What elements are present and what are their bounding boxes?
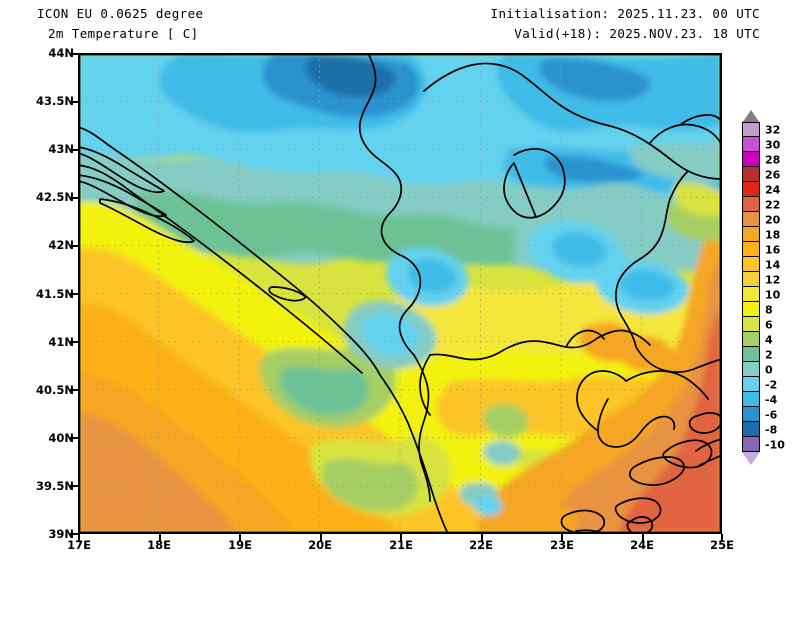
x-tick-mark bbox=[239, 534, 241, 542]
y-tick-mark bbox=[70, 389, 78, 391]
colorbar-swatch bbox=[742, 152, 760, 167]
colorbar-tick-label: 8 bbox=[765, 303, 773, 316]
x-tick-label: 21E bbox=[389, 538, 413, 552]
y-tick-mark bbox=[70, 52, 78, 55]
colorbar-swatch bbox=[742, 212, 760, 227]
y-tick-mark bbox=[70, 533, 78, 535]
y-tick-label: 39N bbox=[48, 527, 74, 541]
colorbar-swatch bbox=[742, 272, 760, 287]
valid-time: Valid(+18): 2025.NOV.23. 18 UTC bbox=[514, 26, 760, 41]
y-tick-label: 40N bbox=[48, 431, 74, 445]
colorbar-tick-label: 16 bbox=[765, 243, 781, 256]
colorbar-swatch bbox=[742, 257, 760, 272]
colorbar-tick-label: 28 bbox=[765, 153, 781, 166]
colorbar-tick-label: -8 bbox=[765, 423, 778, 436]
y-tick-mark bbox=[70, 437, 78, 439]
colorbar-tick-label: 0 bbox=[765, 363, 773, 376]
y-axis: 44N 43.5N 43N 42.5N 42N 41.5N 41N 40.5N … bbox=[0, 0, 74, 618]
colorbar-swatch bbox=[742, 422, 760, 437]
initialisation-time: Initialisation: 2025.11.23. 00 UTC bbox=[490, 6, 760, 21]
colorbar-tick-label: 32 bbox=[765, 123, 781, 136]
colorbar-swatch bbox=[742, 182, 760, 197]
coastlines-and-borders bbox=[78, 53, 722, 534]
y-tick-mark bbox=[70, 485, 78, 487]
colorbar-tick-label: -10 bbox=[765, 438, 785, 451]
x-tick-mark bbox=[721, 534, 723, 542]
x-tick-mark bbox=[480, 534, 483, 542]
x-tick-mark bbox=[641, 534, 644, 542]
colorbar-tick-label: -4 bbox=[765, 393, 778, 406]
colorbar-swatch bbox=[742, 167, 760, 182]
colorbar-tick-label: 22 bbox=[765, 198, 781, 211]
colorbar-swatch bbox=[742, 347, 760, 362]
variable-title: 2m Temperature [ C] bbox=[48, 26, 199, 41]
colorbar-swatch bbox=[742, 137, 760, 152]
x-tick-label: 22E bbox=[469, 538, 493, 552]
colorbar-tick-label: -6 bbox=[765, 408, 778, 421]
temperature-map-plot bbox=[78, 53, 722, 534]
x-tick-mark bbox=[78, 534, 80, 542]
y-tick-mark bbox=[70, 196, 78, 199]
x-tick-label: 23E bbox=[550, 538, 574, 552]
colorbar-swatch bbox=[742, 377, 760, 392]
colorbar-tick-label: 12 bbox=[765, 273, 781, 286]
colorbar-swatch bbox=[742, 332, 760, 347]
colorbar-over-arrow bbox=[742, 110, 760, 123]
y-tick-label: 40.5N bbox=[36, 383, 74, 397]
colorbar-tick-label: 24 bbox=[765, 183, 781, 196]
y-tick-label: 44N bbox=[48, 46, 74, 60]
x-tick-mark bbox=[319, 534, 322, 542]
model-title: ICON EU 0.0625 degree bbox=[37, 6, 204, 21]
colorbar-tick-label: 2 bbox=[765, 348, 773, 361]
colorbar-tick-label: 4 bbox=[765, 333, 773, 346]
x-tick-label: 18E bbox=[147, 538, 171, 552]
colorbar-tick-label: 6 bbox=[765, 318, 773, 331]
x-tick-label: 20E bbox=[308, 538, 332, 552]
y-tick-label: 42N bbox=[48, 238, 74, 252]
y-tick-mark bbox=[70, 293, 78, 295]
x-tick-mark bbox=[158, 534, 161, 542]
x-tick-label: 25E bbox=[710, 538, 734, 552]
colorbar-swatch bbox=[742, 362, 760, 377]
x-tick-label: 19E bbox=[228, 538, 252, 552]
y-tick-label: 41.5N bbox=[36, 287, 74, 301]
y-tick-mark bbox=[70, 148, 78, 151]
colorbar bbox=[742, 122, 760, 452]
y-tick-label: 41N bbox=[48, 335, 74, 349]
x-tick-label: 24E bbox=[630, 538, 654, 552]
y-tick-mark bbox=[70, 244, 78, 247]
x-tick-mark bbox=[400, 534, 402, 542]
colorbar-swatch bbox=[742, 407, 760, 422]
colorbar-tick-label: 14 bbox=[765, 258, 781, 271]
y-tick-label: 43.5N bbox=[36, 94, 74, 108]
colorbar-swatch bbox=[742, 317, 760, 332]
y-tick-mark bbox=[70, 341, 78, 343]
colorbar-swatch bbox=[742, 227, 760, 242]
colorbar-under-arrow bbox=[742, 452, 760, 465]
colorbar-tick-label: -2 bbox=[765, 378, 778, 391]
colorbar-tick-label: 26 bbox=[765, 168, 781, 181]
colorbar-tick-label: 10 bbox=[765, 288, 781, 301]
y-tick-mark bbox=[70, 100, 78, 103]
x-tick-label: 17E bbox=[67, 538, 91, 552]
colorbar-tick-label: 30 bbox=[765, 138, 781, 151]
colorbar-swatch bbox=[742, 242, 760, 257]
colorbar-swatch bbox=[742, 122, 760, 137]
graticule bbox=[78, 53, 722, 534]
colorbar-swatch bbox=[742, 287, 760, 302]
y-tick-label: 43N bbox=[48, 142, 74, 156]
y-tick-label: 42.5N bbox=[36, 190, 74, 204]
colorbar-tick-label: 20 bbox=[765, 213, 781, 226]
y-tick-label: 39.5N bbox=[36, 479, 74, 493]
x-tick-mark bbox=[561, 534, 563, 542]
colorbar-swatch bbox=[742, 392, 760, 407]
colorbar-tick-label: 18 bbox=[765, 228, 781, 241]
colorbar-swatch bbox=[742, 302, 760, 317]
colorbar-swatch bbox=[742, 197, 760, 212]
colorbar-swatch bbox=[742, 437, 760, 452]
